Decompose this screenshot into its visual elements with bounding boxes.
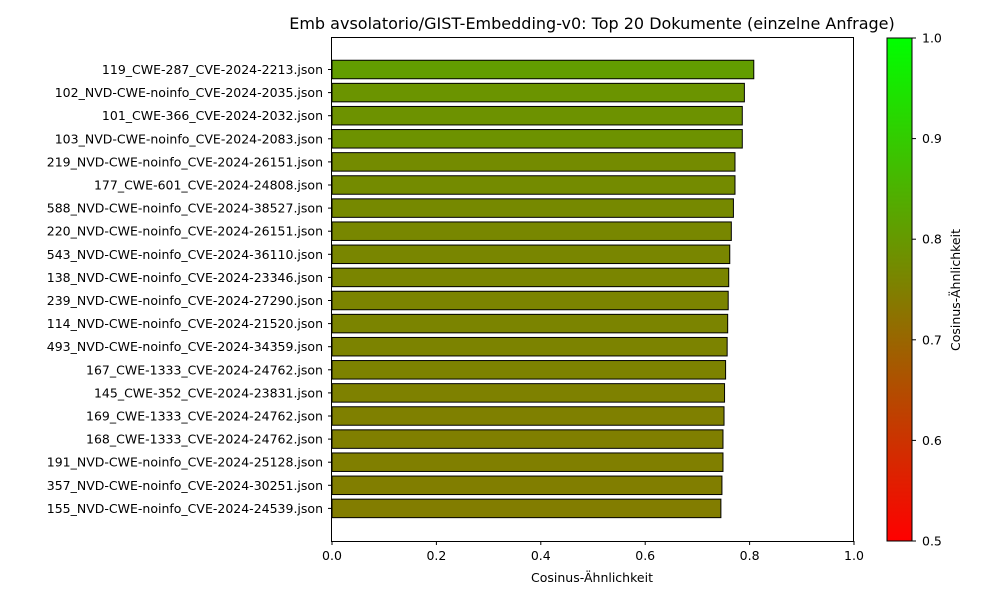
y-tick-label: 101_CWE-366_CVE-2024-2032.json bbox=[102, 108, 323, 123]
y-tick-label: 191_NVD-CWE-noinfo_CVE-2024-25128.json bbox=[47, 455, 323, 470]
colorbar-label: Cosinus-Ähnlichkeit bbox=[948, 229, 963, 351]
bar bbox=[331, 221, 732, 241]
y-tick-label: 167_CWE-1333_CVE-2024-24762.json bbox=[86, 362, 323, 377]
bar bbox=[331, 105, 743, 126]
bar bbox=[331, 290, 729, 311]
bar bbox=[331, 267, 730, 288]
y-tick-label: 493_NVD-CWE-noinfo_CVE-2024-34359.json bbox=[47, 339, 323, 354]
colorbar-tick-label: 1.0 bbox=[922, 31, 942, 46]
y-tick-label: 357_NVD-CWE-noinfo_CVE-2024-30251.json bbox=[47, 478, 323, 493]
plot-frame bbox=[331, 37, 854, 542]
bar bbox=[331, 198, 734, 218]
colorbar bbox=[886, 37, 913, 542]
x-tick-label: 0.2 bbox=[426, 548, 446, 563]
x-tick-label: 1.0 bbox=[844, 548, 864, 563]
bar bbox=[331, 452, 724, 472]
y-tick-label: 114_NVD-CWE-noinfo_CVE-2024-21520.json bbox=[47, 316, 323, 331]
y-tick-label: 103_NVD-CWE-noinfo_CVE-2024-2083.json bbox=[55, 131, 323, 146]
bars-layer bbox=[331, 59, 755, 519]
y-axis: 119_CWE-287_CVE-2024-2213.json 102_NVD-CW… bbox=[47, 62, 332, 516]
bar bbox=[331, 406, 725, 426]
y-tick-label: 119_CWE-287_CVE-2024-2213.json bbox=[102, 62, 323, 77]
colorbar-tick-label: 0.7 bbox=[922, 332, 942, 347]
bar bbox=[331, 152, 736, 172]
colorbar-tick-label: 0.6 bbox=[922, 433, 942, 448]
y-tick-label: 155_NVD-CWE-noinfo_CVE-2024-24539.json bbox=[47, 501, 323, 516]
y-tick-label: 138_NVD-CWE-noinfo_CVE-2024-23346.json bbox=[47, 270, 323, 285]
x-axis-label: Cosinus-Ähnlichkeit bbox=[531, 570, 653, 585]
x-tick-label: 0.8 bbox=[740, 548, 760, 563]
bar bbox=[331, 313, 729, 334]
colorbar-tick-label: 0.8 bbox=[922, 232, 942, 247]
x-tick-label: 0.6 bbox=[635, 548, 655, 563]
colorbar-tick-label: 0.9 bbox=[922, 131, 942, 146]
y-tick-label: 169_CWE-1333_CVE-2024-24762.json bbox=[86, 409, 323, 424]
bar bbox=[331, 82, 745, 103]
y-tick-label: 220_NVD-CWE-noinfo_CVE-2024-26151.json bbox=[47, 224, 323, 239]
y-tick-label: 543_NVD-CWE-noinfo_CVE-2024-36110.json bbox=[47, 247, 323, 262]
x-axis: 0.0 0.2 0.4 0.6 0.8 1.0 bbox=[322, 541, 864, 563]
bar bbox=[331, 129, 743, 149]
bar bbox=[331, 498, 722, 519]
bar bbox=[331, 336, 728, 357]
colorbar-axis: 0.5 0.6 0.7 0.8 0.9 1.0 bbox=[912, 31, 942, 549]
bar bbox=[331, 175, 736, 195]
y-tick-label: 168_CWE-1333_CVE-2024-24762.json bbox=[86, 432, 323, 447]
bar bbox=[331, 429, 724, 449]
y-tick-label: 239_NVD-CWE-noinfo_CVE-2024-27290.json bbox=[47, 293, 323, 308]
bar bbox=[331, 59, 755, 80]
y-tick-label: 102_NVD-CWE-noinfo_CVE-2024-2035.json bbox=[55, 85, 323, 100]
y-tick-label: 177_CWE-601_CVE-2024-24808.json bbox=[94, 178, 323, 193]
x-tick-label: 0.4 bbox=[531, 548, 551, 563]
colorbar-tick-label: 0.5 bbox=[922, 534, 942, 549]
x-tick-label: 0.0 bbox=[322, 548, 342, 563]
y-tick-label: 588_NVD-CWE-noinfo_CVE-2024-38527.json bbox=[47, 201, 323, 216]
chart-title: Emb avsolatorio/GIST-Embedding-v0: Top 2… bbox=[289, 14, 895, 33]
bar bbox=[331, 383, 726, 403]
bar bbox=[331, 360, 727, 380]
y-tick-label: 145_CWE-352_CVE-2024-23831.json bbox=[94, 385, 323, 400]
y-tick-label: 219_NVD-CWE-noinfo_CVE-2024-26151.json bbox=[47, 154, 323, 169]
bar bbox=[331, 475, 723, 496]
bar bbox=[331, 244, 731, 265]
